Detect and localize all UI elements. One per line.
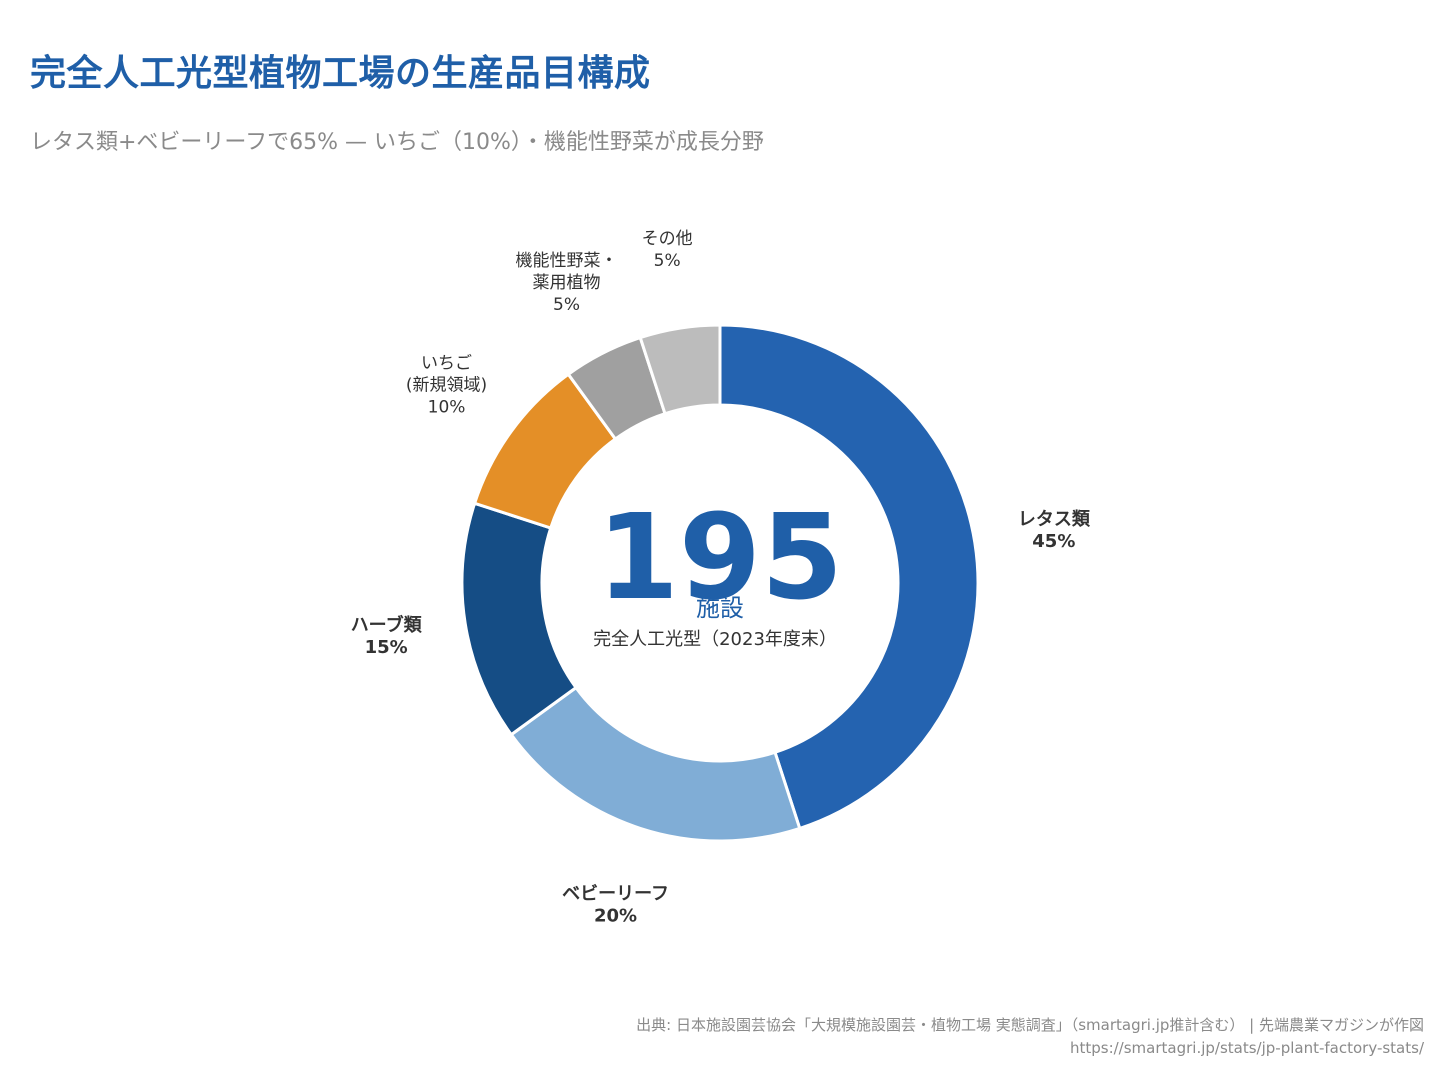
- center-total-unit: 施設: [696, 594, 744, 622]
- slice-1-pct-label: 20%: [594, 905, 637, 926]
- slice-5-name-label: その他: [642, 229, 693, 249]
- slice-3-pct-label: 10%: [428, 397, 466, 417]
- slice-1-name-label: ベビーリーフ: [562, 883, 669, 904]
- slice-5-pct-label: 5%: [654, 251, 681, 271]
- slice-0-name-label: レタス類: [1018, 509, 1091, 530]
- slices-group: [460, 323, 980, 843]
- center-total-value: 195: [597, 488, 843, 626]
- slice-2-name-label: ハーブ類: [351, 614, 423, 636]
- chart-title: 完全人工光型植物工場の生産品目構成: [30, 53, 651, 94]
- slice-5: [638, 323, 722, 416]
- source-url: https://smartagri.jp/stats/jp-plant-fact…: [1069, 1039, 1424, 1057]
- slice-3-name-label: (新規領域): [406, 375, 487, 395]
- chart-subtitle: レタス類+ベビーリーフで65% — いちご（10%）・機能性野菜が成長分野: [30, 130, 764, 155]
- slice-4-pct-label: 5%: [553, 295, 580, 315]
- slice-0-pct-label: 45%: [1032, 531, 1075, 552]
- center-caption: 完全人工光型（2023年度末）: [593, 629, 837, 650]
- slice-2-pct-label: 15%: [365, 637, 408, 658]
- slice-4-name-label: 薬用植物: [533, 273, 601, 293]
- slice-4-name-label: 機能性野菜・: [516, 251, 618, 271]
- slice-1: [509, 685, 802, 843]
- slice-2: [460, 501, 579, 737]
- slice-0: [718, 323, 980, 831]
- slice-3-name-label: いちご: [421, 353, 472, 373]
- source-note: 出典: 日本施設園芸協会「大規模施設園芸・植物工場 実態調査」（smartagr…: [636, 1016, 1424, 1034]
